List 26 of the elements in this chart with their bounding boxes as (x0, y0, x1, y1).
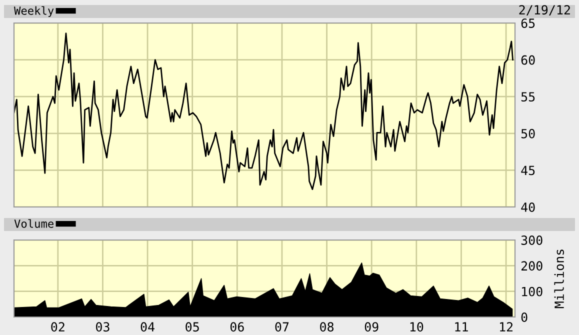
x-tick-label: 11 (455, 322, 468, 332)
x-tick-label: 08 (320, 322, 334, 332)
x-tick-label: 12 (500, 322, 512, 332)
y-tick-label: 45 (521, 166, 535, 176)
x-tick-label: 10 (410, 322, 424, 332)
line-series (14, 32, 514, 190)
x-tick-label: 09 (364, 322, 378, 332)
x-tick-label: 04 (140, 322, 154, 332)
y-tick-label: 55 (521, 92, 535, 102)
legend-label: Volume (14, 219, 54, 228)
x-tick-label: 05 (186, 322, 199, 332)
y-tick-label: 300 (521, 236, 542, 245)
y-tick-label: 50 (521, 128, 535, 138)
x-tick-label: 06 (230, 322, 244, 332)
text: 2/19/12 (519, 5, 570, 16)
y-tick-label: 60 (521, 55, 535, 65)
y-tick-label: 200 (521, 261, 542, 271)
x-tick-label: 07 (275, 322, 289, 332)
y-tick-label: 65 (521, 18, 535, 28)
y-tick-label: 100 (522, 286, 542, 296)
y-axis-title: Millions (554, 250, 564, 308)
legend-label: Weekly (14, 6, 54, 17)
x-tick-label: 03 (96, 322, 110, 332)
y-tick-label: 0 (521, 312, 528, 322)
y-tick-label: 40 (521, 202, 535, 212)
x-tick-label: 02 (51, 322, 64, 332)
